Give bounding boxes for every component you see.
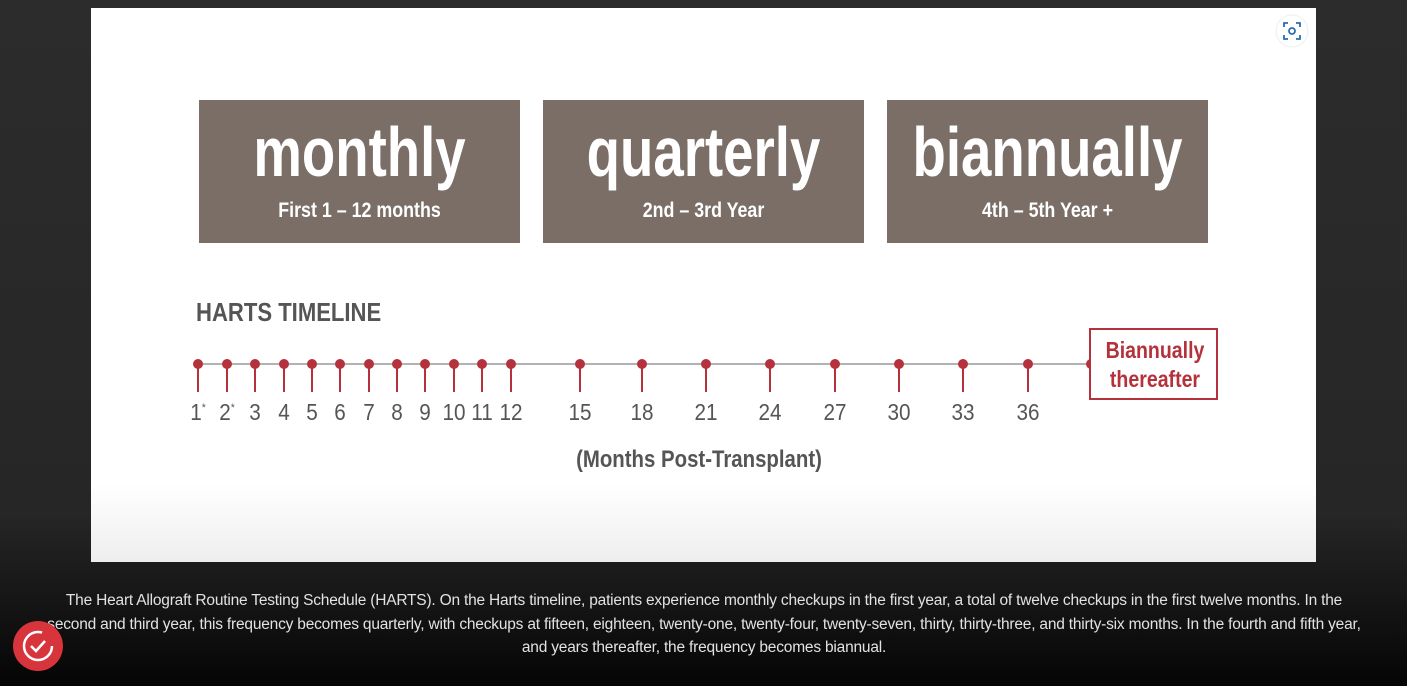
tick-label: 4 bbox=[278, 399, 290, 425]
tick-number: 1 bbox=[190, 399, 202, 425]
tick-label: 10 bbox=[442, 399, 465, 425]
caption: The Heart Allograft Routine Testing Sche… bbox=[47, 592, 1361, 656]
box-subtitle: First 1 – 12 months bbox=[278, 199, 441, 223]
frequency-box bbox=[887, 100, 1208, 243]
end-label: Biannually bbox=[1106, 338, 1205, 364]
tick-dot bbox=[575, 359, 585, 369]
tick-dot bbox=[1023, 359, 1033, 369]
tick-dot bbox=[193, 359, 203, 369]
box-subtitle: 4th – 5th Year + bbox=[982, 199, 1113, 223]
tick-number: 5 bbox=[306, 399, 318, 425]
screenshot-button[interactable] bbox=[1275, 14, 1309, 48]
tick-number: 3 bbox=[249, 399, 261, 425]
panel-bg bbox=[91, 8, 1316, 562]
image-panel: monthly First 1 – 12 months quarterly 2nd –… bbox=[91, 8, 1316, 562]
tick-number: 30 bbox=[887, 399, 910, 425]
tick-label: 21 bbox=[694, 399, 717, 425]
tick-label: 7 bbox=[363, 399, 375, 425]
tick-dot bbox=[765, 359, 775, 369]
tick-label: 5 bbox=[306, 399, 318, 425]
accessibility-button[interactable] bbox=[13, 621, 63, 671]
tick-dot bbox=[250, 359, 260, 369]
tick-label: 18 bbox=[630, 399, 653, 425]
tick-label: 2* bbox=[219, 399, 234, 425]
tick-dot bbox=[830, 359, 840, 369]
tick-number: 27 bbox=[823, 399, 846, 425]
box-title: quarterly bbox=[587, 114, 821, 192]
tick-label: 15 bbox=[568, 399, 591, 425]
tick-number: 2 bbox=[219, 399, 231, 425]
tick-label: 24 bbox=[758, 399, 781, 425]
tick-number: 9 bbox=[419, 399, 431, 425]
tick-dot bbox=[637, 359, 647, 369]
tick-number: 36 bbox=[1016, 399, 1039, 425]
tick-dot bbox=[364, 359, 374, 369]
tick-dot bbox=[701, 359, 711, 369]
button-icon[interactable] bbox=[1288, 27, 1296, 35]
tick-number: 15 bbox=[568, 399, 591, 425]
tick-number: 4 bbox=[278, 399, 290, 425]
tick-note: * bbox=[202, 403, 206, 415]
tick-dot bbox=[894, 359, 904, 369]
end-box bbox=[1089, 328, 1218, 400]
tick-label: 6 bbox=[334, 399, 346, 425]
tick-label: 1* bbox=[190, 399, 205, 425]
icon-ring[interactable] bbox=[22, 630, 54, 662]
tick-dot bbox=[307, 359, 317, 369]
tick-number: 10 bbox=[442, 399, 465, 425]
tick-label: 3 bbox=[249, 399, 261, 425]
icon-check[interactable] bbox=[30, 640, 46, 653]
button-bg[interactable] bbox=[1275, 14, 1309, 48]
accessibility-icon[interactable] bbox=[13, 621, 63, 671]
tick-label: 11 bbox=[471, 399, 492, 425]
tick-dot bbox=[420, 359, 430, 369]
tick-number: 12 bbox=[499, 399, 522, 425]
tick-dot bbox=[392, 359, 402, 369]
tick-label: 36 bbox=[1016, 399, 1039, 425]
button-icon[interactable] bbox=[1283, 22, 1301, 40]
frequency-box bbox=[199, 100, 520, 243]
tick-label: 33 bbox=[951, 399, 974, 425]
tick-dot bbox=[506, 359, 516, 369]
tick-number: 18 bbox=[630, 399, 653, 425]
tick-dot bbox=[279, 359, 289, 369]
axis-label: (Months Post-Transplant) bbox=[576, 445, 822, 472]
tick-dot bbox=[477, 359, 487, 369]
end-label: thereafter bbox=[1110, 367, 1200, 393]
tick-dot bbox=[335, 359, 345, 369]
tick-number: 33 bbox=[951, 399, 974, 425]
frequency-box bbox=[543, 100, 864, 243]
tick-label: 12 bbox=[499, 399, 522, 425]
tick-dot bbox=[958, 359, 968, 369]
tick-dot bbox=[222, 359, 232, 369]
tick-label: 8 bbox=[391, 399, 403, 425]
box-title: monthly bbox=[253, 114, 465, 192]
diagram: monthly First 1 – 12 months quarterly 2nd –… bbox=[190, 100, 1218, 472]
box-subtitle: 2nd – 3rd Year bbox=[643, 199, 765, 223]
tick-number: 11 bbox=[471, 399, 492, 425]
tick-number: 21 bbox=[694, 399, 717, 425]
tick-label: 30 bbox=[887, 399, 910, 425]
tick-note: * bbox=[231, 403, 235, 415]
tick-number: 24 bbox=[758, 399, 781, 425]
timeline-title: HARTS TIMELINE bbox=[196, 298, 381, 327]
tick-number: 8 bbox=[391, 399, 403, 425]
tick-number: 6 bbox=[334, 399, 346, 425]
tick-dot bbox=[449, 359, 459, 369]
tick-number: 7 bbox=[363, 399, 375, 425]
box-title: biannually bbox=[913, 114, 1183, 192]
tick-label: 27 bbox=[823, 399, 846, 425]
tick-label: 9 bbox=[419, 399, 431, 425]
